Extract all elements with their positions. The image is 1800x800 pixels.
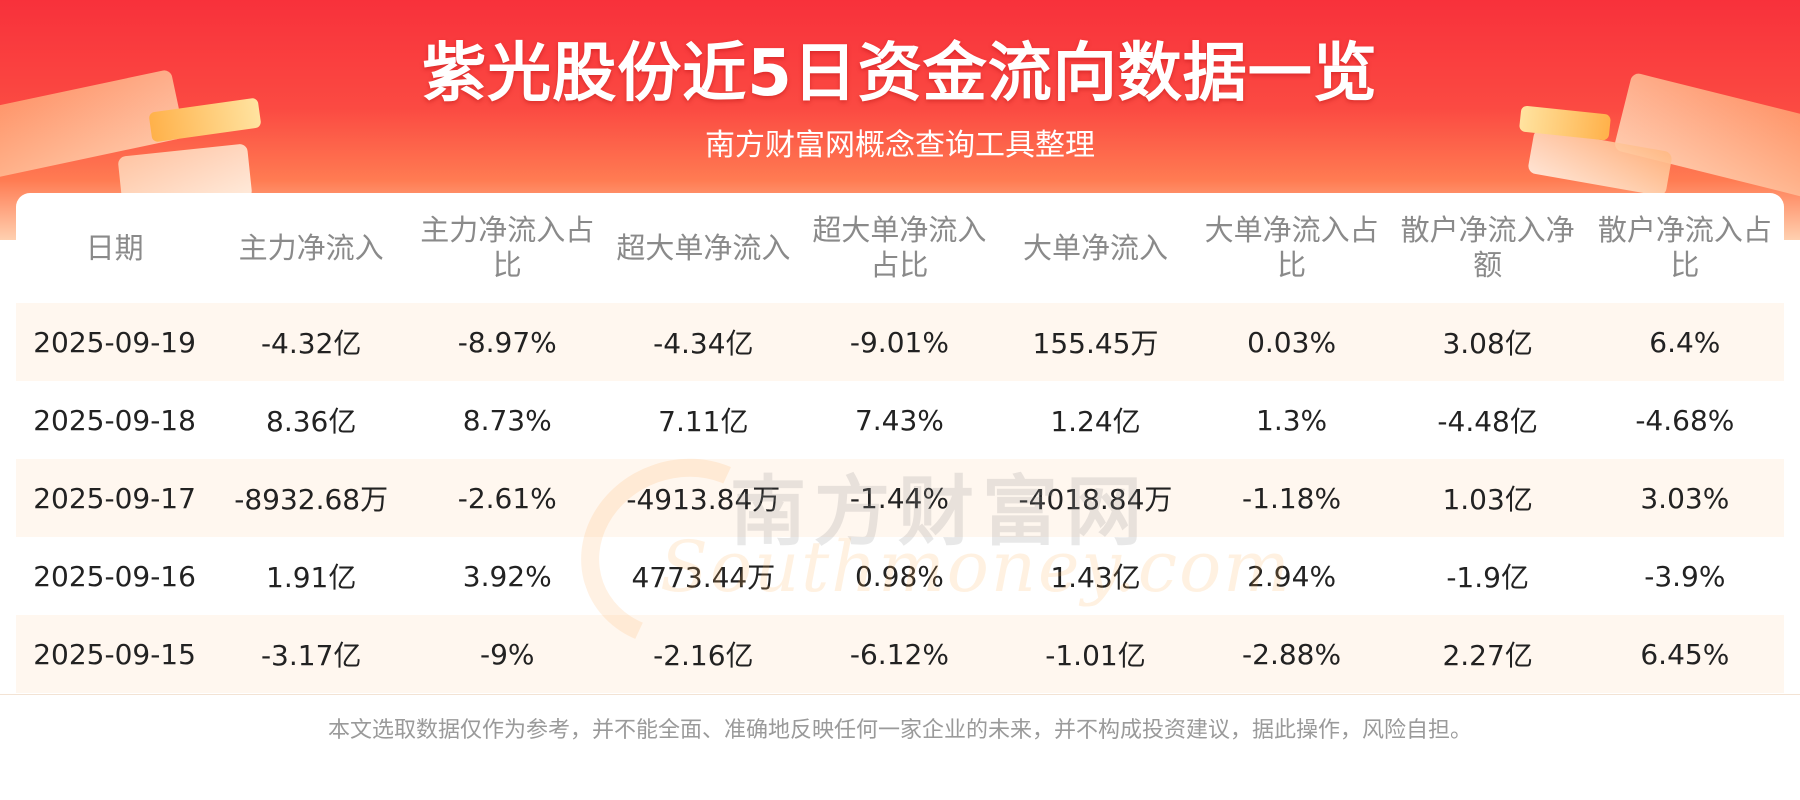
cell-super-large-net-inflow: -2.16亿 bbox=[605, 615, 802, 693]
column-header-retail-net-inflow: 散户净流入净额 bbox=[1400, 213, 1575, 282]
table-header-row: 日期 主力净流入 主力净流入占比 超大单净流入 超大单净流入占比 大单净流入 大… bbox=[16, 193, 1784, 303]
cell-main-net-inflow-ratio: -9% bbox=[409, 615, 606, 693]
footer-divider bbox=[0, 694, 1800, 695]
cell-retail-net-inflow-ratio: 6.4% bbox=[1585, 303, 1784, 381]
cell-super-large-net-inflow: -4.34亿 bbox=[605, 303, 802, 381]
cell-retail-net-inflow: -4.48亿 bbox=[1437, 405, 1538, 438]
page-subtitle: 南方财富网概念查询工具整理 bbox=[705, 128, 1095, 163]
cell-retail-net-inflow: 3.08亿 bbox=[1389, 303, 1586, 381]
disclaimer-text: 本文选取数据仅作为参考，并不能全面、准确地反映任何一家企业的未来，并不构成投资建… bbox=[327, 718, 1472, 743]
table-row: 2025-09-19 -4.32亿 -8.97% -4.34亿 -9.01% 1… bbox=[16, 303, 1784, 381]
cell-date: 2025-09-18 bbox=[33, 403, 196, 437]
cell-retail-net-inflow-ratio: -4.68% bbox=[1635, 403, 1735, 437]
cell-large-net-inflow-ratio: -1.18% bbox=[1193, 459, 1390, 537]
cell-main-net-inflow-ratio: -8.97% bbox=[409, 303, 606, 381]
cell-super-large-net-inflow: -4913.84万 bbox=[605, 459, 802, 537]
cell-large-net-inflow-ratio: 1.3% bbox=[1256, 403, 1328, 437]
cell-large-net-inflow: -1.01亿 bbox=[997, 615, 1194, 693]
cell-date: 2025-09-15 bbox=[16, 615, 214, 693]
fund-flow-table: 日期 主力净流入 主力净流入占比 超大单净流入 超大单净流入占比 大单净流入 大… bbox=[16, 193, 1784, 693]
cell-date: 2025-09-16 bbox=[33, 559, 196, 593]
cell-date: 2025-09-19 bbox=[16, 303, 214, 381]
cell-main-net-inflow: 1.91亿 bbox=[266, 561, 357, 594]
cell-large-net-inflow-ratio: 2.94% bbox=[1247, 559, 1337, 593]
cell-main-net-inflow: -4.32亿 bbox=[213, 303, 410, 381]
cell-main-net-inflow-ratio: 8.73% bbox=[462, 403, 552, 437]
cell-main-net-inflow: -3.17亿 bbox=[213, 615, 410, 693]
cell-super-large-net-inflow-ratio: 7.43% bbox=[854, 403, 944, 437]
cell-retail-net-inflow-ratio: 6.45% bbox=[1585, 615, 1784, 693]
cell-super-large-net-inflow: 7.11亿 bbox=[658, 405, 749, 438]
table-row: 2025-09-17 -8932.68万 -2.61% -4913.84万 -1… bbox=[16, 459, 1784, 537]
cell-large-net-inflow: -4018.84万 bbox=[997, 459, 1194, 537]
column-header-main-net-inflow-ratio: 主力净流入占比 bbox=[420, 213, 595, 282]
cell-main-net-inflow-ratio: 3.92% bbox=[462, 559, 552, 593]
column-header-super-large-net-inflow-ratio: 超大单净流入占比 bbox=[812, 213, 987, 282]
cell-retail-net-inflow: 1.03亿 bbox=[1389, 459, 1586, 537]
cell-large-net-inflow-ratio: 0.03% bbox=[1193, 303, 1390, 381]
cell-retail-net-inflow-ratio: -3.9% bbox=[1644, 559, 1726, 593]
cell-super-large-net-inflow-ratio: 0.98% bbox=[854, 559, 944, 593]
cell-large-net-inflow: 1.24亿 bbox=[1050, 405, 1141, 438]
cell-large-net-inflow-ratio: -2.88% bbox=[1193, 615, 1390, 693]
table-row: 2025-09-15 -3.17亿 -9% -2.16亿 -6.12% -1.0… bbox=[16, 615, 1784, 693]
cell-date: 2025-09-17 bbox=[16, 459, 214, 537]
table-row: 2025-09-16 1.91亿 3.92% 4773.44万 0.98% 1.… bbox=[16, 537, 1784, 615]
column-header-date: 日期 bbox=[85, 230, 144, 265]
cell-retail-net-inflow: 2.27亿 bbox=[1389, 615, 1586, 693]
column-header-large-net-inflow-ratio: 大单净流入占比 bbox=[1204, 213, 1379, 282]
cell-super-large-net-inflow-ratio: -1.44% bbox=[801, 459, 998, 537]
column-header-large-net-inflow: 大单净流入 bbox=[1022, 230, 1168, 265]
column-header-main-net-inflow: 主力净流入 bbox=[238, 230, 384, 265]
cell-main-net-inflow-ratio: -2.61% bbox=[409, 459, 606, 537]
page-title: 紫光股份近5日资金流向数据一览 bbox=[422, 37, 1378, 111]
cell-large-net-inflow: 155.45万 bbox=[997, 303, 1194, 381]
cell-retail-net-inflow: -1.9亿 bbox=[1446, 561, 1529, 594]
cell-super-large-net-inflow-ratio: -9.01% bbox=[801, 303, 998, 381]
cell-retail-net-inflow-ratio: 3.03% bbox=[1585, 459, 1784, 537]
cell-super-large-net-inflow: 4773.44万 bbox=[631, 561, 776, 594]
cell-main-net-inflow: 8.36亿 bbox=[266, 405, 357, 438]
column-header-super-large-net-inflow: 超大单净流入 bbox=[616, 230, 791, 265]
cell-large-net-inflow: 1.43亿 bbox=[1050, 561, 1141, 594]
cell-main-net-inflow: -8932.68万 bbox=[213, 459, 410, 537]
column-header-retail-net-inflow-ratio: 散户净流入占比 bbox=[1597, 213, 1772, 282]
table-row: 2025-09-18 8.36亿 8.73% 7.11亿 7.43% 1.24亿… bbox=[16, 381, 1784, 459]
cell-super-large-net-inflow-ratio: -6.12% bbox=[801, 615, 998, 693]
